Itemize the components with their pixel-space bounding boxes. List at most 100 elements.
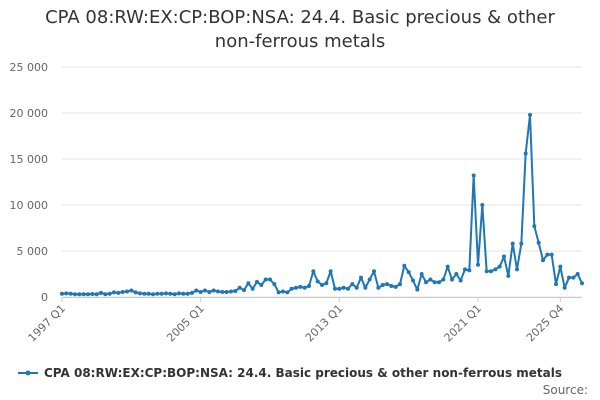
data-point[interactable]	[190, 290, 194, 295]
data-point[interactable]	[177, 291, 181, 296]
data-point[interactable]	[129, 288, 134, 293]
data-point[interactable]	[536, 240, 541, 245]
data-point[interactable]	[515, 267, 519, 272]
data-point[interactable]	[307, 283, 311, 288]
data-point[interactable]	[367, 277, 372, 282]
data-point[interactable]	[246, 281, 251, 286]
data-point[interactable]	[454, 272, 459, 276]
data-point[interactable]	[320, 283, 324, 288]
data-point[interactable]	[216, 289, 220, 294]
data-point[interactable]	[359, 275, 363, 280]
data-point[interactable]	[450, 277, 454, 282]
data-point[interactable]	[441, 277, 446, 282]
data-point[interactable]	[103, 292, 108, 297]
data-point[interactable]	[94, 292, 99, 297]
data-point[interactable]	[402, 263, 407, 268]
data-point[interactable]	[328, 269, 333, 274]
data-point[interactable]	[380, 283, 385, 288]
data-point[interactable]	[60, 291, 64, 296]
data-point[interactable]	[77, 292, 82, 297]
chart-legend[interactable]: CPA 08:RW:EX:CP:BOP:NSA: 24.4. Basic pre…	[18, 365, 562, 381]
data-point[interactable]	[432, 280, 437, 285]
data-point[interactable]	[229, 289, 233, 294]
data-point[interactable]	[255, 279, 259, 284]
data-point[interactable]	[458, 278, 463, 283]
data-point[interactable]	[311, 269, 316, 274]
data-point[interactable]	[294, 285, 298, 290]
data-point[interactable]	[164, 291, 168, 296]
data-point[interactable]	[285, 290, 290, 295]
data-point[interactable]	[506, 273, 511, 278]
data-point[interactable]	[502, 254, 506, 259]
data-point[interactable]	[151, 292, 155, 297]
data-point[interactable]	[81, 292, 86, 297]
data-point[interactable]	[346, 286, 350, 291]
data-point[interactable]	[211, 288, 216, 293]
data-point[interactable]	[133, 290, 138, 295]
data-point[interactable]	[315, 279, 320, 284]
data-point[interactable]	[493, 267, 498, 272]
data-point[interactable]	[350, 282, 355, 287]
data-point[interactable]	[467, 268, 472, 273]
data-point[interactable]	[476, 262, 480, 267]
data-point[interactable]	[259, 283, 264, 288]
data-point[interactable]	[471, 173, 476, 178]
data-point[interactable]	[428, 277, 433, 282]
data-point[interactable]	[415, 287, 420, 292]
data-point[interactable]	[237, 285, 242, 290]
data-point[interactable]	[532, 224, 537, 229]
data-point[interactable]	[376, 285, 381, 290]
data-point[interactable]	[64, 291, 69, 296]
data-point[interactable]	[302, 285, 307, 290]
data-point[interactable]	[341, 285, 346, 290]
data-point[interactable]	[203, 288, 207, 293]
data-point[interactable]	[480, 203, 485, 207]
data-point[interactable]	[220, 289, 225, 294]
data-point[interactable]	[389, 283, 394, 288]
data-point[interactable]	[333, 286, 337, 291]
data-point[interactable]	[337, 286, 342, 291]
data-point[interactable]	[484, 269, 489, 274]
data-point[interactable]	[411, 278, 415, 283]
data-point[interactable]	[445, 264, 450, 269]
data-point[interactable]	[112, 290, 116, 295]
data-point[interactable]	[523, 151, 528, 156]
data-point[interactable]	[107, 291, 112, 296]
data-point[interactable]	[73, 292, 77, 297]
data-point[interactable]	[567, 275, 571, 280]
data-point[interactable]	[497, 264, 502, 269]
data-point[interactable]	[385, 282, 389, 287]
data-point[interactable]	[398, 282, 402, 287]
data-point[interactable]	[99, 290, 103, 295]
data-point[interactable]	[181, 291, 186, 296]
data-point[interactable]	[393, 284, 398, 289]
data-point[interactable]	[419, 272, 424, 276]
data-point[interactable]	[194, 288, 199, 293]
data-point[interactable]	[324, 281, 329, 286]
data-point[interactable]	[116, 290, 121, 295]
data-point[interactable]	[224, 289, 229, 294]
data-point[interactable]	[562, 285, 567, 290]
data-point[interactable]	[489, 269, 493, 274]
data-point[interactable]	[554, 282, 558, 287]
data-point[interactable]	[424, 280, 428, 285]
data-point[interactable]	[155, 291, 160, 296]
data-point[interactable]	[372, 269, 376, 274]
data-point[interactable]	[250, 286, 255, 291]
data-point[interactable]	[68, 291, 73, 296]
data-point[interactable]	[406, 270, 411, 275]
data-point[interactable]	[580, 281, 584, 286]
data-point[interactable]	[90, 292, 95, 297]
data-point[interactable]	[558, 264, 563, 269]
data-point[interactable]	[120, 289, 125, 294]
data-point[interactable]	[541, 258, 545, 263]
data-point[interactable]	[242, 288, 246, 293]
data-point[interactable]	[437, 280, 441, 285]
data-point[interactable]	[510, 241, 515, 246]
data-point[interactable]	[281, 289, 285, 294]
data-point[interactable]	[463, 267, 467, 272]
data-point[interactable]	[298, 284, 303, 289]
data-point[interactable]	[159, 291, 164, 296]
data-point[interactable]	[571, 275, 576, 280]
data-point[interactable]	[272, 282, 277, 287]
